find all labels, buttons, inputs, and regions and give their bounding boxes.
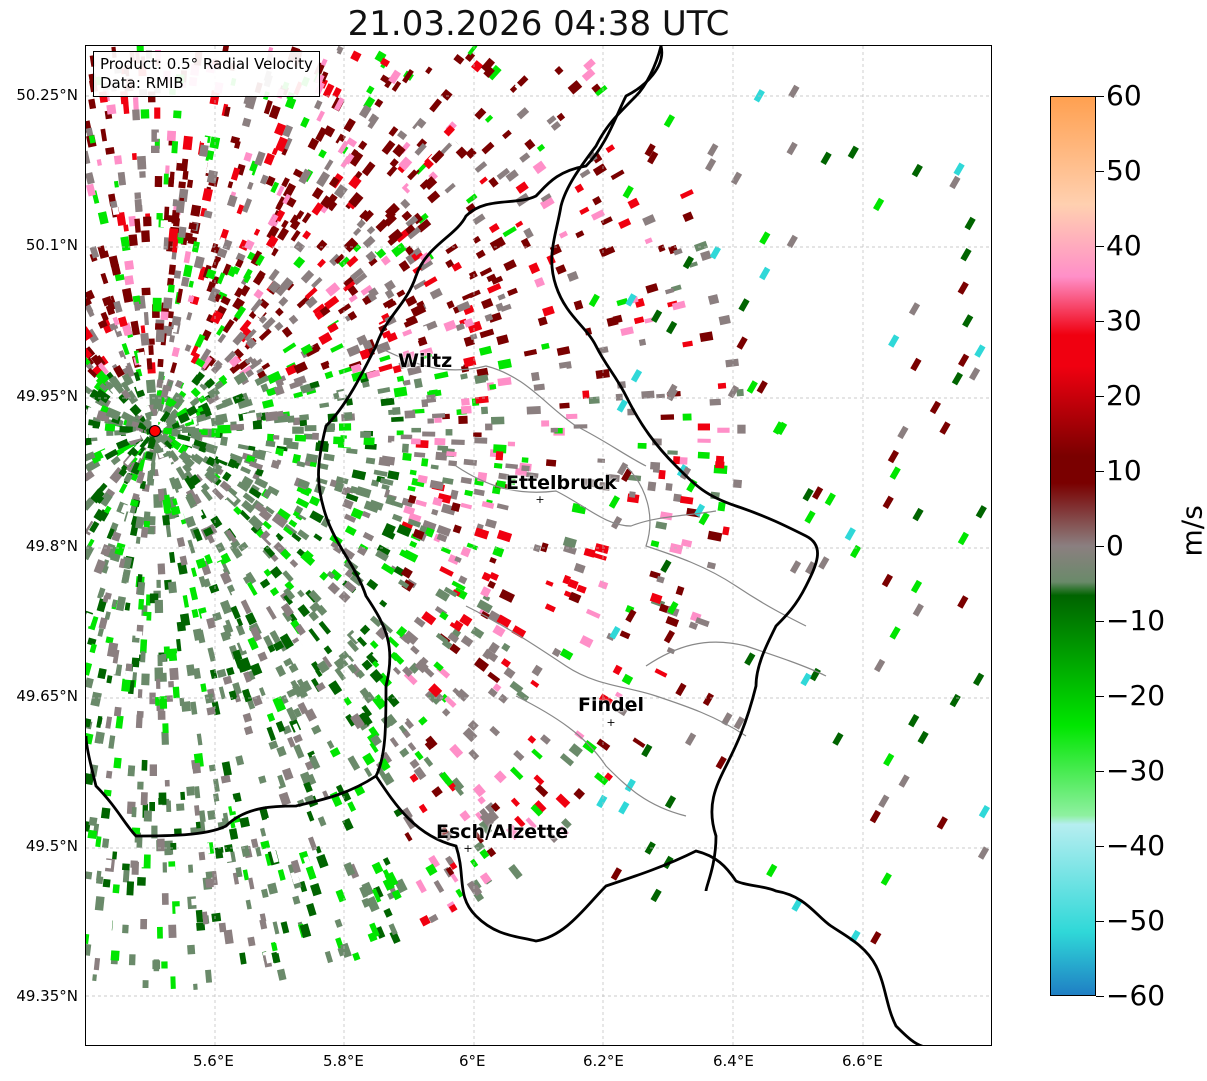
colorbar-tick-label: 10 bbox=[1106, 454, 1142, 487]
colorbar-tick-label: 40 bbox=[1106, 229, 1142, 262]
canton-borders bbox=[375, 345, 827, 817]
radar-site-marker bbox=[149, 425, 161, 437]
lat-tick-label: 49.8°N bbox=[25, 537, 78, 555]
city-label-findel: Findel bbox=[578, 694, 645, 716]
colorbar-tick-label: 60 bbox=[1106, 79, 1142, 112]
city-label-wiltz: Wiltz bbox=[398, 350, 453, 372]
colorbar-tick-label: −30 bbox=[1106, 754, 1166, 787]
city-marker: + bbox=[463, 842, 472, 855]
lon-tick-label: 5.6°E bbox=[193, 1052, 234, 1070]
lon-tick-label: 6.6°E bbox=[842, 1052, 883, 1070]
lat-tick-label: 50.1°N bbox=[25, 236, 78, 254]
city-label-esch-alzette: Esch/Alzette bbox=[436, 821, 569, 843]
lat-tick-label: 49.5°N bbox=[25, 837, 78, 855]
city-marker: + bbox=[535, 493, 544, 506]
lon-tick-label: 6°E bbox=[459, 1052, 486, 1070]
colorbar-tick bbox=[1096, 771, 1104, 772]
colorbar-tick-label: 50 bbox=[1106, 154, 1142, 187]
colorbar-tick bbox=[1096, 846, 1104, 847]
colorbar-tick bbox=[1096, 171, 1104, 172]
colorbar-unit-label: m/s bbox=[1175, 505, 1207, 557]
city-markers: + + + bbox=[463, 493, 615, 855]
lon-tick-label: 5.8°E bbox=[323, 1052, 364, 1070]
radar-echoes bbox=[86, 46, 990, 990]
gridlines bbox=[86, 46, 991, 1045]
colorbar-tick-label: −60 bbox=[1106, 979, 1166, 1012]
lat-tick-label: 49.65°N bbox=[16, 687, 78, 705]
lat-tick-label: 49.95°N bbox=[16, 387, 78, 405]
lon-tick-label: 6.4°E bbox=[713, 1052, 754, 1070]
colorbar-tick-label: 20 bbox=[1106, 379, 1142, 412]
radar-map-canvas: + + + bbox=[86, 46, 991, 1045]
colorbar-tick bbox=[1096, 471, 1104, 472]
colorbar-tick bbox=[1096, 621, 1104, 622]
colorbar-tick bbox=[1096, 246, 1104, 247]
colorbar-tick bbox=[1096, 696, 1104, 697]
colorbar-tick-label: 30 bbox=[1106, 304, 1142, 337]
colorbar-tick bbox=[1096, 321, 1104, 322]
colorbar-tick bbox=[1096, 546, 1104, 547]
colorbar-tick bbox=[1096, 396, 1104, 397]
colorbar-tick-label: −20 bbox=[1106, 679, 1166, 712]
country-border bbox=[86, 46, 924, 1045]
velocity-colorbar bbox=[1050, 96, 1096, 996]
data-source-label: Data: RMIB bbox=[100, 74, 184, 92]
colorbar-tick-label: −40 bbox=[1106, 829, 1166, 862]
lat-tick-label: 50.25°N bbox=[16, 86, 78, 104]
product-label: Product: 0.5° Radial Velocity bbox=[100, 55, 313, 73]
radar-map[interactable]: + + + bbox=[85, 45, 992, 1046]
colorbar-tick-label: −50 bbox=[1106, 904, 1166, 937]
colorbar-tick bbox=[1096, 921, 1104, 922]
lon-tick-label: 6.2°E bbox=[583, 1052, 624, 1070]
product-info-box: Product: 0.5° Radial Velocity Data: RMIB bbox=[93, 51, 320, 97]
city-label-ettelbruck: Ettelbruck bbox=[506, 472, 617, 494]
city-marker: + bbox=[606, 716, 615, 729]
lat-tick-label: 49.35°N bbox=[16, 987, 78, 1005]
colorbar-tick bbox=[1096, 96, 1104, 97]
colorbar-tick bbox=[1096, 996, 1104, 997]
colorbar-tick-label: 0 bbox=[1106, 529, 1124, 562]
map-title: 21.03.2026 04:38 UTC bbox=[347, 4, 730, 44]
colorbar-tick-label: −10 bbox=[1106, 604, 1166, 637]
